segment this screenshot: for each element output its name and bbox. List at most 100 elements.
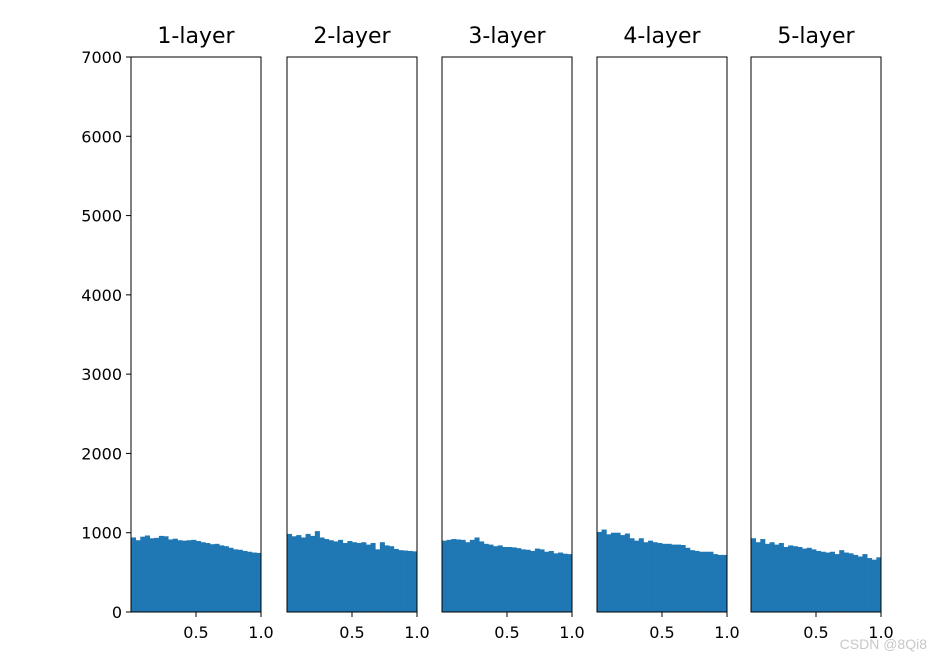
x-tick-label: 0.5: [649, 623, 674, 642]
x-tick-label: 1.0: [248, 623, 273, 642]
histogram-bar: [379, 542, 385, 612]
histogram-bar: [662, 543, 668, 612]
histogram-bar: [797, 546, 803, 612]
y-tick-label: 0: [112, 603, 122, 622]
histogram-bar: [398, 550, 404, 612]
histogram-bar: [567, 554, 573, 612]
histogram-bar: [788, 545, 794, 612]
histogram-bar: [333, 541, 339, 612]
histogram-bar: [680, 545, 686, 612]
histogram-bar: [806, 547, 812, 612]
histogram-bar: [624, 533, 630, 612]
histogram-bar: [296, 535, 302, 612]
histogram-bar: [717, 554, 723, 612]
histogram-bar: [764, 543, 770, 612]
histogram-bar: [347, 541, 353, 612]
histogram-bar: [384, 545, 390, 612]
panel-title: 1-layer: [157, 24, 235, 49]
x-tick-label: 0.5: [183, 623, 208, 642]
histogram-bar: [305, 533, 311, 612]
histogram-bar: [713, 554, 719, 612]
histogram-bar: [699, 551, 705, 612]
histogram-bar: [843, 552, 849, 612]
histogram-bar: [237, 549, 243, 612]
histogram-bar: [446, 539, 452, 612]
histogram-bar: [219, 545, 225, 612]
y-tick-label: 5000: [81, 207, 122, 226]
histogram-bar: [643, 542, 649, 612]
histogram-bar: [287, 533, 293, 612]
panel-5: 5-layer 0.5 1.0: [750, 24, 894, 642]
histogram-bar: [848, 553, 854, 612]
histogram-bar: [324, 539, 330, 612]
histogram-bar: [191, 539, 197, 612]
y-tick-label: 4000: [81, 286, 122, 305]
histogram-bar: [634, 540, 640, 612]
x-tick-label: 1.0: [559, 623, 584, 642]
histogram-bar: [144, 535, 150, 612]
histogram-bar: [338, 539, 344, 612]
histogram-bar: [597, 531, 603, 612]
panel-3: 3-layer 0.5 1.0: [441, 24, 585, 642]
histogram-bar: [694, 550, 700, 612]
histogram-bar: [839, 550, 845, 612]
histogram-bar: [751, 538, 757, 612]
histogram-bar: [502, 546, 508, 612]
axes-frame: [286, 56, 418, 613]
histogram-bar: [516, 548, 522, 612]
histogram-bar: [474, 537, 480, 612]
axes-frame: [750, 56, 882, 613]
histogram-bar: [525, 549, 531, 612]
histogram-bar: [300, 537, 306, 612]
histogram-bar: [403, 550, 409, 612]
histogram-bar: [675, 544, 681, 612]
histogram-bar: [853, 554, 859, 612]
histogram-bar: [820, 551, 826, 612]
histogram-bar: [370, 543, 376, 612]
histogram-bar: [228, 547, 234, 612]
histogram-bar: [352, 542, 358, 612]
histogram-bar: [291, 536, 297, 612]
histogram-bar: [520, 549, 526, 612]
histogram-bar: [310, 535, 316, 612]
histogram-bar: [242, 550, 248, 612]
axes-frame: [441, 56, 573, 613]
histogram-bar: [465, 542, 471, 612]
axes-frame: [130, 56, 262, 613]
histogram-bar: [209, 544, 215, 612]
histogram-bar: [620, 535, 626, 612]
histogram-bar: [314, 531, 320, 612]
histogram-bar: [328, 540, 334, 612]
panel-title: 3-layer: [468, 24, 546, 49]
histogram-bar: [223, 546, 229, 612]
y-tick-label: 2000: [81, 444, 122, 463]
y-tick-label: 1000: [81, 524, 122, 543]
histogram-bar: [755, 542, 761, 612]
panel-title: 4-layer: [623, 24, 701, 49]
histogram-bar: [629, 538, 635, 612]
histogram-bar: [534, 548, 540, 612]
histogram-bar: [648, 540, 654, 612]
histogram-bar: [393, 548, 399, 612]
histogram-bar: [825, 552, 831, 612]
histogram-bar: [407, 550, 413, 612]
histogram-bar: [769, 542, 775, 612]
histogram-bar: [233, 549, 239, 612]
histogram-bar: [816, 550, 822, 612]
histogram-bar: [200, 542, 206, 612]
histogram-bar: [256, 552, 262, 612]
histogram-bar: [131, 537, 137, 612]
histogram-bar: [548, 550, 554, 612]
histogram-bar: [356, 543, 362, 612]
histogram-bar: [182, 540, 188, 612]
watermark: CSDN @8Qi8: [839, 636, 927, 652]
histogram-bar: [558, 552, 564, 612]
histogram-bar: [666, 543, 672, 612]
x-tick-label: 1.0: [868, 623, 893, 642]
histogram-bar: [247, 551, 253, 612]
y-tick-label: 7000: [81, 48, 122, 67]
histogram-bar: [760, 539, 766, 612]
x-tick-label: 0.5: [803, 623, 828, 642]
histogram-bar: [871, 559, 877, 612]
